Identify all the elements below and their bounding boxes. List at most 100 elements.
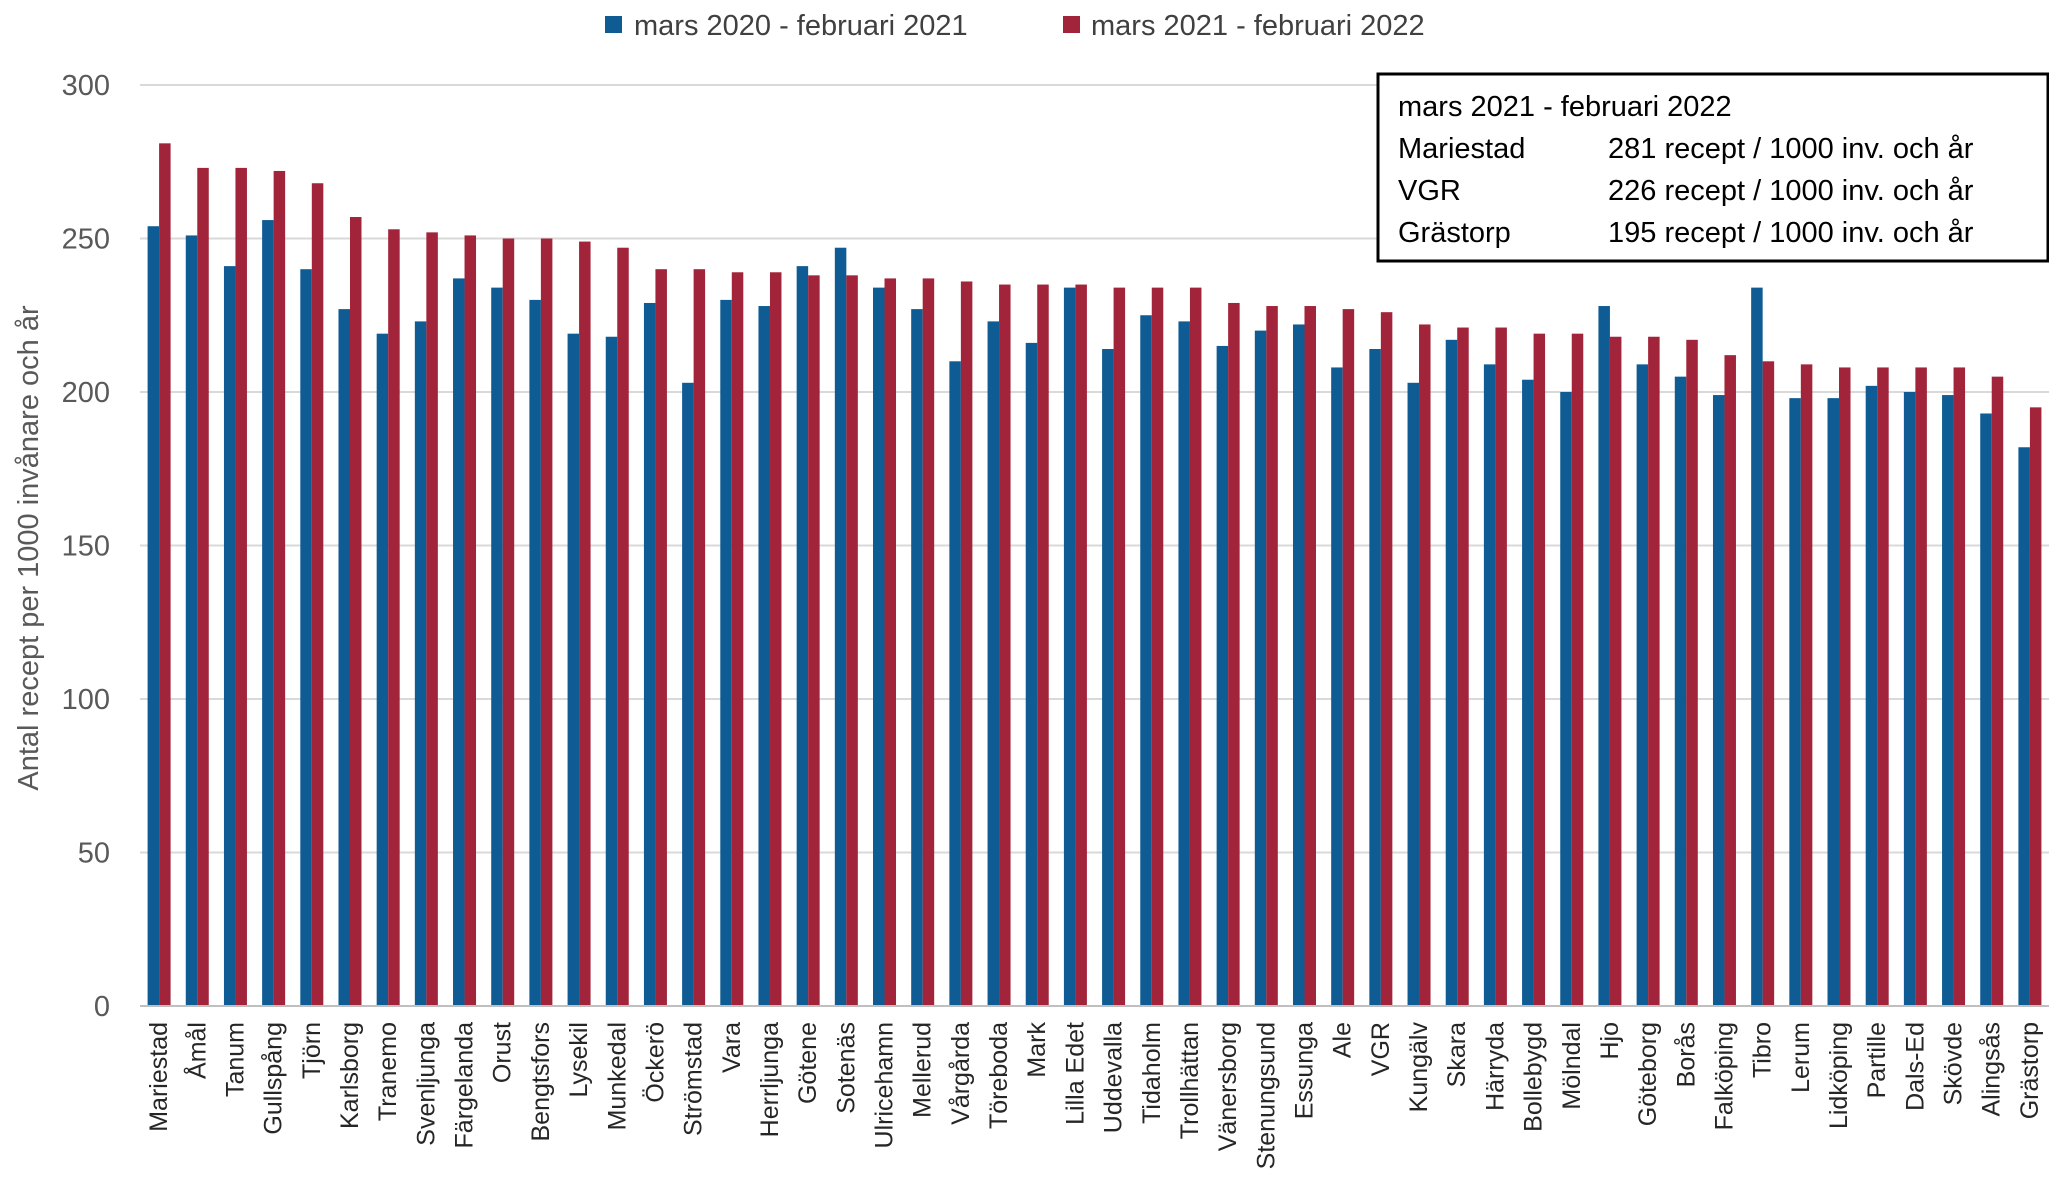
- bar-series-2: [273, 170, 286, 1006]
- x-tick-label: Karlsborg: [336, 1022, 364, 1129]
- x-tick-label: Lerum: [1787, 1022, 1815, 1093]
- bar-series-2: [1457, 327, 1469, 1006]
- bar-series-1: [873, 287, 885, 1006]
- bar-series-1: [1407, 382, 1420, 1006]
- bar-series-1: [911, 309, 923, 1006]
- x-tick-label: Orust: [489, 1022, 517, 1083]
- bar-series-2: [1495, 327, 1507, 1006]
- bar-series-1: [529, 299, 541, 1006]
- x-tick-label: Skövde: [1940, 1022, 1968, 1105]
- bar-series-2: [1953, 367, 1966, 1006]
- bar-series-1: [834, 247, 847, 1006]
- legend: mars 2020 - februari 2021 mars 2021 - fe…: [605, 10, 1425, 42]
- x-tick-label: Essunga: [1290, 1022, 1318, 1119]
- bar-series-1: [1483, 364, 1496, 1006]
- bar-series-2: [1419, 324, 1431, 1007]
- legend-swatch-series-1: [605, 16, 622, 33]
- bar-series-2: [1648, 336, 1660, 1006]
- x-tick-label: Dals-Ed: [1901, 1022, 1929, 1111]
- x-tick-label: Uddevalla: [1100, 1022, 1128, 1133]
- bar-series-2: [884, 278, 897, 1006]
- x-tick-label: Tranemo: [374, 1022, 402, 1121]
- bar-series-1: [300, 269, 312, 1006]
- bar-series-2: [426, 232, 438, 1007]
- x-tick-label: Tibro: [1749, 1022, 1777, 1078]
- bar-series-1: [1292, 324, 1305, 1007]
- bar-series-2: [311, 183, 324, 1007]
- bar-series-2: [1189, 287, 1202, 1006]
- x-tick-label: Åmål: [181, 1022, 211, 1079]
- bar-series-2: [769, 272, 782, 1006]
- bar-series-2: [1800, 364, 1813, 1006]
- bar-series-2: [1075, 284, 1087, 1006]
- bar-series-2: [1571, 333, 1584, 1006]
- bar-series-2: [617, 247, 629, 1006]
- bar-series-1: [2018, 447, 2030, 1006]
- y-tick-label: 50: [78, 838, 110, 870]
- x-tick-label: Mellerud: [909, 1022, 937, 1118]
- x-tick-label: Hjo: [1596, 1022, 1624, 1060]
- bar-series-2: [349, 217, 362, 1006]
- bar-series-2: [1915, 367, 1927, 1006]
- bar-series-1: [453, 278, 465, 1006]
- bar-series-2: [1991, 376, 2004, 1006]
- bar-series-2: [197, 167, 209, 1006]
- annotation-value-2: 226 recept / 1000 inv. och år: [1608, 175, 1974, 207]
- bar-series-1: [1789, 398, 1801, 1006]
- x-tick-label: Trollhättan: [1176, 1022, 1204, 1139]
- x-tick-label: Tanum: [221, 1022, 249, 1097]
- x-tick-label: Gullspång: [260, 1022, 288, 1135]
- x-tick-label: Härryda: [1481, 1022, 1509, 1111]
- y-tick-label: 300: [62, 70, 110, 102]
- bar-series-1: [1254, 330, 1267, 1007]
- bar-series-1: [262, 220, 274, 1006]
- bar-series-2: [731, 272, 744, 1006]
- bar-series-2: [1762, 361, 1775, 1006]
- annotation-value-3: 195 recept / 1000 inv. och år: [1608, 217, 1974, 249]
- bar-series-1: [1560, 392, 1572, 1006]
- bar-series-2: [1609, 336, 1622, 1006]
- bar-series-2: [1380, 312, 1393, 1006]
- y-tick-label: 250: [62, 224, 110, 256]
- bar-series-1: [223, 266, 236, 1006]
- bar-series-2: [808, 275, 820, 1007]
- x-tick-label: Mariestad: [145, 1022, 173, 1132]
- bar-series-1: [1598, 306, 1610, 1006]
- x-tick-label: Bollebygd: [1520, 1022, 1548, 1132]
- bar-series-2: [579, 241, 591, 1006]
- bar-series-2: [1037, 284, 1049, 1006]
- bar-series-1: [414, 321, 427, 1006]
- x-tick-label: Alingsås: [1978, 1022, 2006, 1117]
- x-tick-label: Götene: [794, 1022, 822, 1104]
- bar-series-1: [1712, 395, 1725, 1006]
- bar-series-2: [999, 284, 1011, 1006]
- bar-series-2: [2029, 407, 2042, 1007]
- x-tick-label: Lysekil: [565, 1022, 593, 1098]
- x-tick-label: Herrljunga: [756, 1022, 784, 1137]
- x-tick-label: Falköping: [1710, 1022, 1738, 1130]
- bar-series-2: [1839, 367, 1851, 1006]
- x-tick-label: Grästorp: [2016, 1022, 2044, 1119]
- bar-series-1: [643, 302, 656, 1007]
- bar-series-1: [147, 226, 160, 1007]
- bar-series-1: [1331, 367, 1343, 1006]
- bar-series-1: [1102, 349, 1114, 1006]
- bar-series-1: [567, 333, 580, 1006]
- bar-series-2: [388, 229, 400, 1007]
- bar-series-1: [1980, 413, 1992, 1006]
- bar-series-1: [682, 382, 694, 1006]
- bar-series-1: [1865, 385, 1878, 1006]
- x-tick-label: VGR: [1367, 1022, 1395, 1076]
- annotation-label-2: VGR: [1398, 175, 1461, 207]
- bar-series-1: [605, 336, 618, 1006]
- x-tick-label: Tidaholm: [1138, 1022, 1166, 1124]
- bar-series-1: [1369, 349, 1381, 1006]
- legend-item-series-1: mars 2020 - februari 2021: [605, 10, 968, 42]
- legend-swatch-series-2: [1063, 16, 1080, 33]
- bar-series-2: [1877, 367, 1889, 1006]
- bar-series-2: [1686, 339, 1698, 1006]
- x-tick-label: Töreboda: [985, 1022, 1013, 1129]
- bar-series-2: [693, 269, 706, 1006]
- x-tick-label: Mölndal: [1558, 1022, 1586, 1110]
- x-tick-label: Borås: [1672, 1022, 1700, 1087]
